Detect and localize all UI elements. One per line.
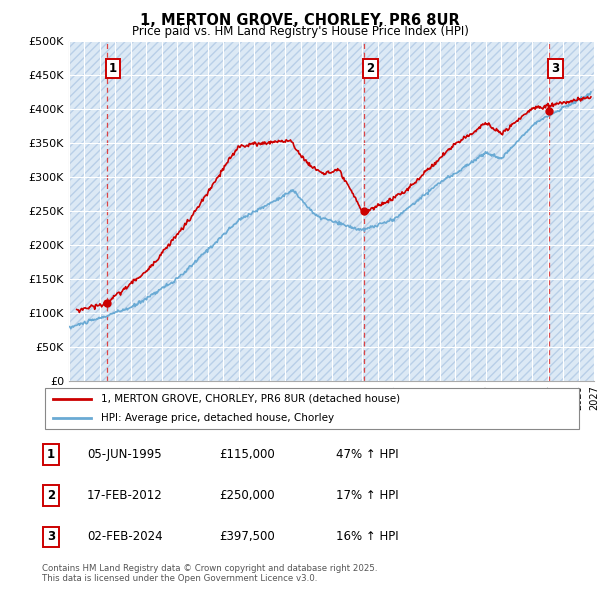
- Text: 1, MERTON GROVE, CHORLEY, PR6 8UR (detached house): 1, MERTON GROVE, CHORLEY, PR6 8UR (detac…: [101, 394, 401, 404]
- FancyBboxPatch shape: [45, 388, 580, 429]
- Text: 3: 3: [551, 62, 560, 75]
- Text: HPI: Average price, detached house, Chorley: HPI: Average price, detached house, Chor…: [101, 414, 335, 423]
- Text: 1, MERTON GROVE, CHORLEY, PR6 8UR: 1, MERTON GROVE, CHORLEY, PR6 8UR: [140, 13, 460, 28]
- Text: 16% ↑ HPI: 16% ↑ HPI: [336, 530, 398, 543]
- Text: 3: 3: [47, 530, 55, 543]
- Text: Contains HM Land Registry data © Crown copyright and database right 2025.
This d: Contains HM Land Registry data © Crown c…: [42, 563, 377, 583]
- Text: 1: 1: [47, 448, 55, 461]
- Text: 2: 2: [367, 62, 374, 75]
- Text: 1: 1: [109, 62, 117, 75]
- Text: 2: 2: [47, 489, 55, 502]
- Text: 47% ↑ HPI: 47% ↑ HPI: [336, 448, 398, 461]
- Text: 17% ↑ HPI: 17% ↑ HPI: [336, 489, 398, 502]
- Text: £250,000: £250,000: [219, 489, 275, 502]
- Text: £115,000: £115,000: [219, 448, 275, 461]
- Text: 02-FEB-2024: 02-FEB-2024: [87, 530, 163, 543]
- Text: 05-JUN-1995: 05-JUN-1995: [87, 448, 161, 461]
- Text: £397,500: £397,500: [219, 530, 275, 543]
- Text: 17-FEB-2012: 17-FEB-2012: [87, 489, 163, 502]
- Text: Price paid vs. HM Land Registry's House Price Index (HPI): Price paid vs. HM Land Registry's House …: [131, 25, 469, 38]
